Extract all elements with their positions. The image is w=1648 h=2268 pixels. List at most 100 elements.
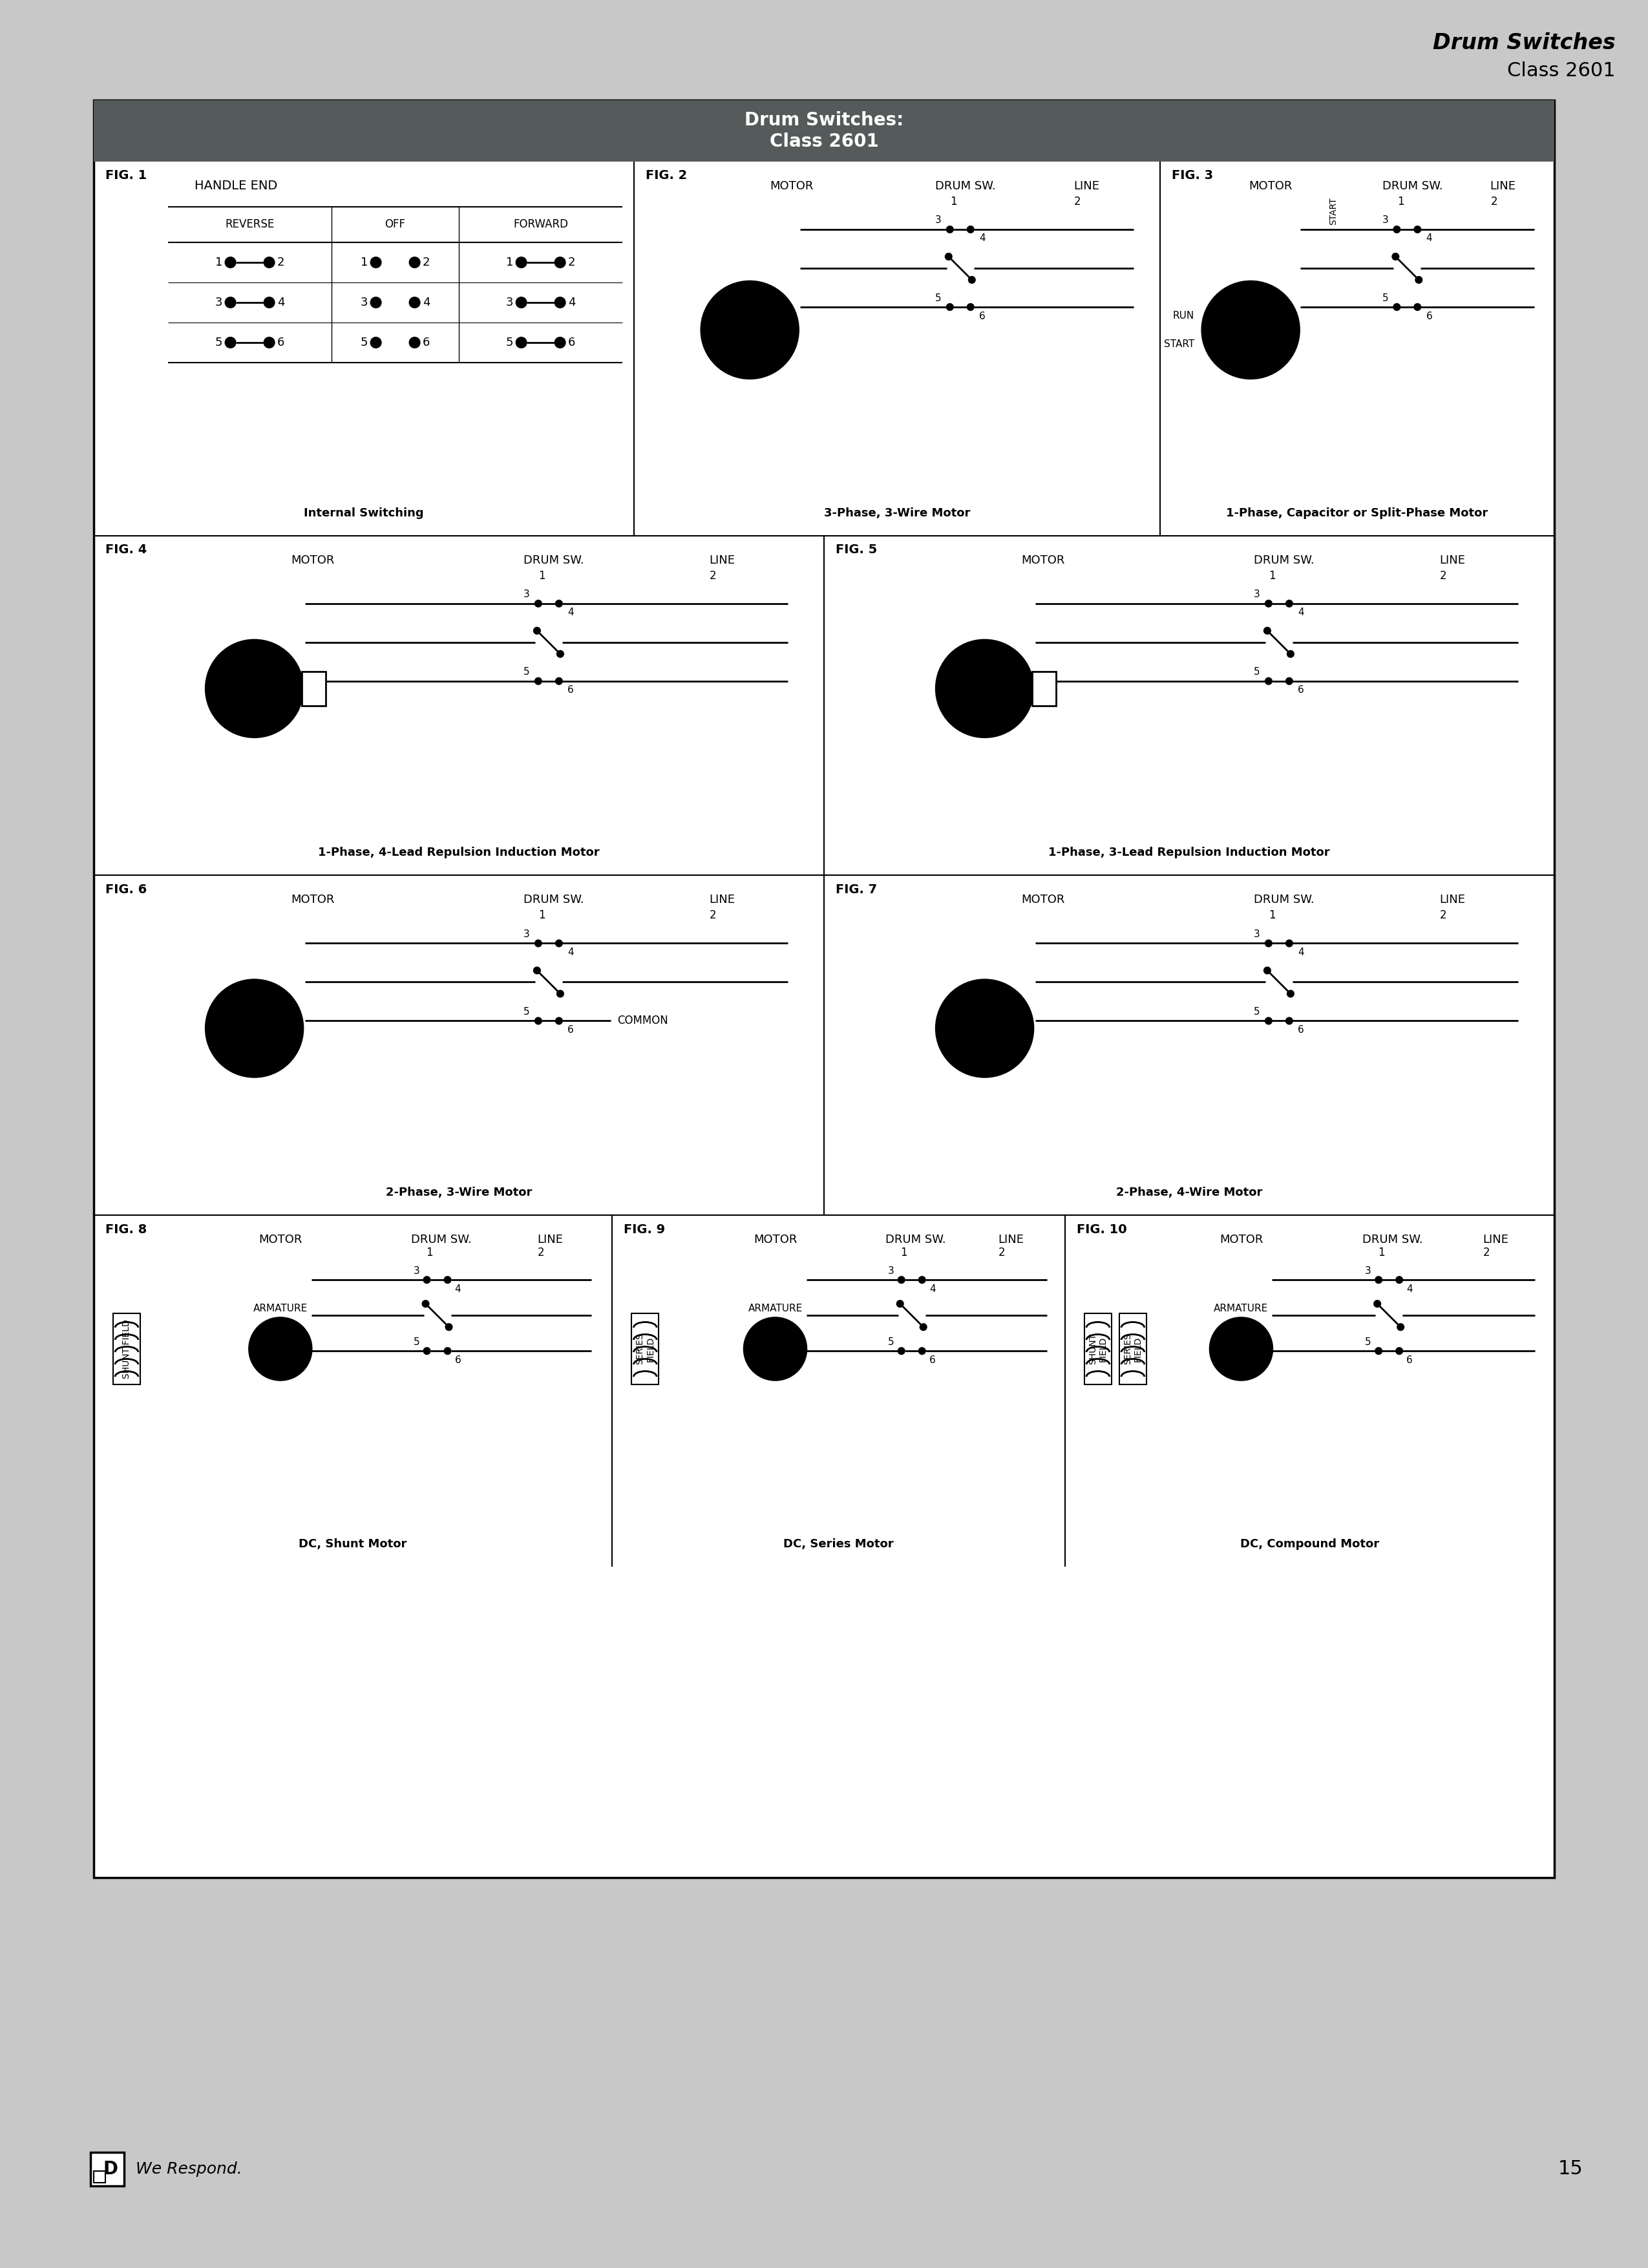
Circle shape bbox=[1376, 1277, 1381, 1284]
Text: 1: 1 bbox=[900, 1247, 908, 1259]
Text: ARMATURE: ARMATURE bbox=[254, 1304, 308, 1313]
Text: 4: 4 bbox=[422, 297, 430, 308]
Text: FIG. 3: FIG. 3 bbox=[1172, 170, 1213, 181]
Text: FIG. 6: FIG. 6 bbox=[105, 885, 147, 896]
Circle shape bbox=[1285, 601, 1292, 608]
Text: LINE: LINE bbox=[537, 1234, 564, 1245]
Text: MOTOR: MOTOR bbox=[1220, 1234, 1262, 1245]
Text: 6: 6 bbox=[277, 336, 285, 349]
Text: 3: 3 bbox=[216, 297, 222, 308]
Circle shape bbox=[516, 297, 526, 308]
Circle shape bbox=[424, 1347, 430, 1354]
Text: ARMATURE: ARMATURE bbox=[1215, 1304, 1269, 1313]
Text: SHUNT FIELD: SHUNT FIELD bbox=[122, 1320, 132, 1379]
Text: MOTOR: MOTOR bbox=[1249, 181, 1292, 193]
Text: LINE: LINE bbox=[709, 894, 735, 905]
Text: 5: 5 bbox=[1365, 1338, 1371, 1347]
Text: 6: 6 bbox=[1297, 1025, 1304, 1034]
Text: 4: 4 bbox=[1297, 608, 1304, 617]
Circle shape bbox=[1393, 254, 1399, 261]
Text: DRUM SW.: DRUM SW. bbox=[885, 1234, 946, 1245]
Bar bbox=[1119, 1313, 1147, 1383]
Text: 2: 2 bbox=[422, 256, 430, 268]
Bar bbox=[1032, 671, 1056, 705]
Circle shape bbox=[936, 980, 1033, 1077]
Circle shape bbox=[897, 1300, 903, 1306]
Text: 6: 6 bbox=[455, 1356, 461, 1365]
Text: 3: 3 bbox=[1254, 930, 1261, 939]
Circle shape bbox=[445, 1325, 452, 1331]
Text: LINE: LINE bbox=[1439, 894, 1465, 905]
Circle shape bbox=[536, 601, 542, 608]
Text: MOTOR: MOTOR bbox=[259, 1234, 302, 1245]
Text: 3-Phase, 3-Wire Motor: 3-Phase, 3-Wire Motor bbox=[824, 508, 971, 519]
Circle shape bbox=[226, 338, 236, 347]
Circle shape bbox=[920, 1347, 925, 1354]
Text: 5: 5 bbox=[1383, 293, 1388, 304]
Text: 4: 4 bbox=[567, 608, 574, 617]
Text: LINE: LINE bbox=[1483, 1234, 1508, 1245]
Text: 5: 5 bbox=[888, 1338, 895, 1347]
Text: DRUM SW.: DRUM SW. bbox=[524, 553, 583, 567]
Circle shape bbox=[920, 1277, 925, 1284]
Circle shape bbox=[946, 304, 953, 311]
Text: 3: 3 bbox=[1365, 1266, 1371, 1275]
Text: FIG. 10: FIG. 10 bbox=[1076, 1222, 1127, 1236]
Text: 5: 5 bbox=[934, 293, 941, 304]
Circle shape bbox=[936, 640, 1033, 737]
Text: 6: 6 bbox=[979, 311, 986, 320]
Circle shape bbox=[555, 256, 565, 268]
Text: 1: 1 bbox=[506, 256, 513, 268]
Text: 1: 1 bbox=[427, 1247, 433, 1259]
Circle shape bbox=[1287, 651, 1294, 658]
Text: 6: 6 bbox=[569, 336, 575, 349]
Circle shape bbox=[1264, 628, 1271, 635]
Text: 2: 2 bbox=[1483, 1247, 1490, 1259]
Text: FIG. 8: FIG. 8 bbox=[105, 1222, 147, 1236]
Text: 4: 4 bbox=[979, 234, 986, 243]
Text: DRUM SW.: DRUM SW. bbox=[524, 894, 583, 905]
Circle shape bbox=[1266, 678, 1272, 685]
Circle shape bbox=[206, 980, 303, 1077]
Circle shape bbox=[1287, 991, 1294, 998]
Circle shape bbox=[1201, 281, 1299, 379]
Circle shape bbox=[249, 1318, 311, 1379]
Text: 3: 3 bbox=[888, 1266, 895, 1275]
Circle shape bbox=[264, 297, 275, 308]
Circle shape bbox=[409, 338, 420, 347]
Circle shape bbox=[555, 678, 562, 685]
Circle shape bbox=[1266, 1018, 1272, 1025]
Text: 1: 1 bbox=[1269, 569, 1276, 581]
Text: SERIES
FIELD: SERIES FIELD bbox=[1122, 1334, 1142, 1365]
Text: 2: 2 bbox=[1490, 195, 1498, 206]
Circle shape bbox=[1398, 1325, 1404, 1331]
Text: 4: 4 bbox=[567, 948, 574, 957]
Bar bbox=[114, 1313, 140, 1383]
Circle shape bbox=[898, 1277, 905, 1284]
Text: FORWARD: FORWARD bbox=[513, 218, 569, 229]
Circle shape bbox=[226, 256, 236, 268]
Bar bbox=[94, 2170, 105, 2182]
Circle shape bbox=[264, 338, 275, 347]
Text: DC, Shunt Motor: DC, Shunt Motor bbox=[298, 1538, 407, 1551]
Circle shape bbox=[557, 651, 564, 658]
Text: 5: 5 bbox=[1254, 1007, 1261, 1016]
Text: FIG. 4: FIG. 4 bbox=[105, 544, 147, 556]
Circle shape bbox=[555, 297, 565, 308]
Text: Drum Switches: Drum Switches bbox=[1434, 32, 1615, 54]
Circle shape bbox=[1394, 227, 1401, 234]
Text: 2: 2 bbox=[999, 1247, 1005, 1259]
Circle shape bbox=[967, 304, 974, 311]
Text: Drum Switches:
Class 2601: Drum Switches: Class 2601 bbox=[745, 111, 903, 150]
Text: We Respond.: We Respond. bbox=[135, 2161, 242, 2177]
Text: 2: 2 bbox=[537, 1247, 544, 1259]
Text: DRUM SW.: DRUM SW. bbox=[1254, 894, 1315, 905]
Circle shape bbox=[422, 1300, 428, 1306]
Circle shape bbox=[946, 227, 953, 234]
Circle shape bbox=[264, 256, 275, 268]
Circle shape bbox=[557, 991, 564, 998]
Text: DRUM SW.: DRUM SW. bbox=[1254, 553, 1315, 567]
Circle shape bbox=[1376, 1347, 1381, 1354]
Text: 4: 4 bbox=[1426, 234, 1432, 243]
Text: 2-Phase, 4-Wire Motor: 2-Phase, 4-Wire Motor bbox=[1116, 1186, 1262, 1198]
